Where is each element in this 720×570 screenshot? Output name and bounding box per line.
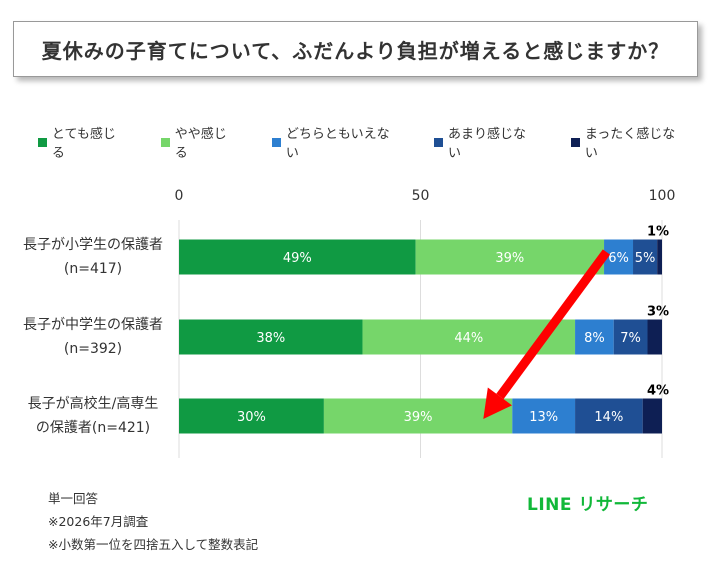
data-label: 7% [620,331,641,346]
category-label-line: 長子が中学生の保護者 [23,317,163,333]
x-tick-label: 50 [412,188,430,204]
legend-label: とても感じる [51,127,116,161]
category-label-line: (n=417) [63,261,123,277]
legend-label: あまり感じない [448,127,527,161]
data-label: 1% [647,225,669,240]
data-label: 3% [647,305,669,320]
data-label: 4% [647,384,669,399]
data-label: 39% [495,251,524,266]
legend: とても感じる やや感じる どちらともいえない あまり感じない まったく感じない [38,123,720,161]
legend-swatch [38,137,47,147]
category-label-line: の保護者(n=421) [35,420,151,436]
bar-segment [633,239,658,275]
bar-segment [604,239,634,275]
bar-segment [642,398,662,434]
bar-segment [657,239,662,275]
arrow-annotation-head [483,387,512,419]
category-label: 長子が中学生の保護者 (n=392) [10,313,176,361]
x-tick-label: 100 [649,188,676,204]
legend-label: まったく感じない [584,127,676,161]
bar-segment [575,319,614,355]
category-label: 長子が小学生の保護者 (n=417) [10,233,176,281]
data-label: 13% [529,410,558,425]
bar-segment [647,319,662,355]
category-label-line: 長子が小学生の保護者 [23,237,163,253]
bar-segment [512,398,576,434]
bar-segment [179,398,324,434]
bar-segment [179,319,363,355]
title-box: 夏休みの子育てについて、ふだんより負担が増えると感じますか？ [13,21,698,77]
data-label: 14% [594,410,623,425]
arrow-annotation-shaft [496,249,611,400]
notes: 単一回答 ※2026年7月調査 ※小数第一位を四捨五入して整数表記 [48,487,258,556]
bar-segment [613,319,648,355]
note-line: 単一回答 [48,491,99,506]
x-tick-label: 0 [175,188,184,204]
legend-swatch [271,137,281,147]
brand-logo: LINE リサーチ [527,495,649,515]
data-label: 6% [608,251,629,266]
legend-item: とても感じる [38,123,128,161]
data-label: 38% [256,331,285,346]
legend-swatch [570,137,580,147]
legend-swatch [160,137,170,147]
bar-segment [415,239,605,275]
chart-title: 夏休みの子育てについて、ふだんより負担が増えると感じますか？ [41,38,670,63]
category-label: 長子が高校生/高専生 の保護者(n=421) [10,392,176,440]
legend-item: やや感じる [160,123,239,161]
data-label: 8% [584,331,605,346]
category-label-line: (n=392) [63,341,123,357]
bar-segment [575,398,643,434]
legend-item: どちらともいえない [271,123,401,161]
data-label: 39% [404,410,433,425]
chart: 0 50 100 49% 39% 6% 5% 1% 38% 44% 8% 7% 3% 30% 39% 13% 1… [175,188,676,458]
legend-item: あまり感じない [434,123,538,161]
legend-label: どちらともいえない [285,127,390,161]
bar-segment [323,398,513,434]
data-label: 5% [635,251,656,266]
bar-segment [179,239,416,275]
data-label: 44% [454,331,483,346]
note-line: ※2026年7月調査 [48,514,149,529]
data-label: 30% [237,410,266,425]
data-label: 49% [283,251,312,266]
legend-swatch [434,137,444,147]
note-line: ※小数第一位を四捨五入して整数表記 [48,537,259,552]
legend-label: やや感じる [174,127,227,161]
category-label-line: 長子が高校生/高専生 [27,396,159,412]
legend-item: まったく感じない [570,123,687,161]
